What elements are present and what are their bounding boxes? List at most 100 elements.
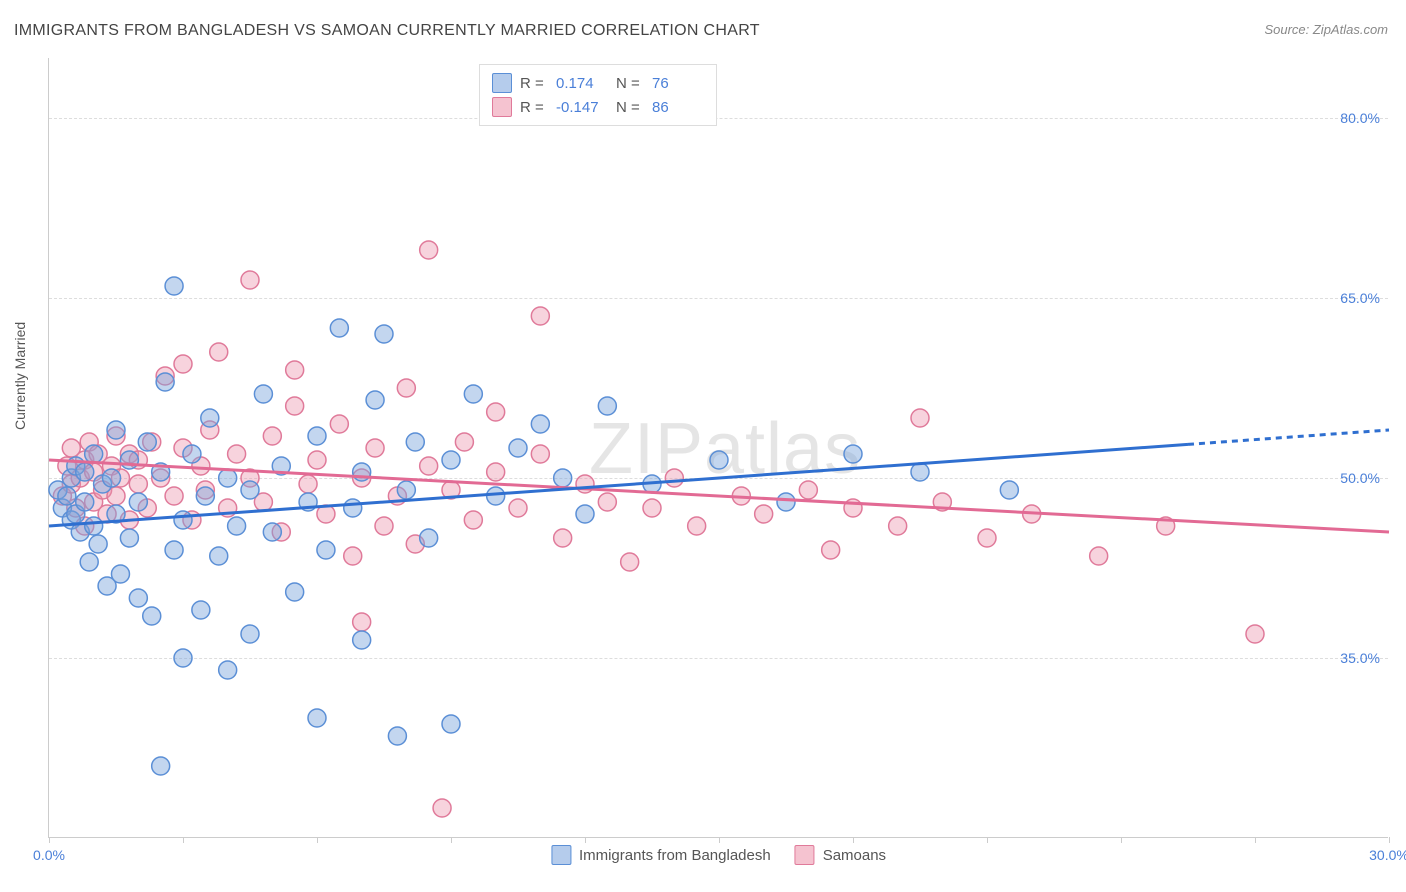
scatter-point-bangladesh bbox=[420, 529, 438, 547]
scatter-point-samoans bbox=[308, 451, 326, 469]
scatter-point-samoans bbox=[509, 499, 527, 517]
scatter-point-samoans bbox=[344, 547, 362, 565]
y-tick-label: 35.0% bbox=[1340, 650, 1380, 666]
scatter-point-samoans bbox=[755, 505, 773, 523]
scatter-point-bangladesh bbox=[844, 445, 862, 463]
scatter-point-samoans bbox=[455, 433, 473, 451]
scatter-point-samoans bbox=[263, 427, 281, 445]
scatter-point-bangladesh bbox=[286, 583, 304, 601]
scatter-point-bangladesh bbox=[174, 649, 192, 667]
scatter-point-samoans bbox=[330, 415, 348, 433]
x-tick bbox=[1121, 837, 1122, 843]
scatter-point-bangladesh bbox=[487, 487, 505, 505]
scatter-point-bangladesh bbox=[165, 277, 183, 295]
scatter-point-bangladesh bbox=[143, 607, 161, 625]
x-tick bbox=[451, 837, 452, 843]
scatter-point-samoans bbox=[531, 307, 549, 325]
scatter-point-bangladesh bbox=[129, 493, 147, 511]
legend-item-samoans: Samoans bbox=[795, 845, 886, 865]
scatter-point-bangladesh bbox=[89, 535, 107, 553]
scatter-point-bangladesh bbox=[344, 499, 362, 517]
swatch-samoans bbox=[795, 845, 815, 865]
scatter-point-samoans bbox=[487, 403, 505, 421]
scatter-point-samoans bbox=[165, 487, 183, 505]
scatter-point-bangladesh bbox=[241, 625, 259, 643]
scatter-point-samoans bbox=[598, 493, 616, 511]
trend-line-dash-bangladesh bbox=[1188, 430, 1389, 444]
scatter-point-samoans bbox=[241, 271, 259, 289]
scatter-point-bangladesh bbox=[554, 469, 572, 487]
scatter-point-bangladesh bbox=[85, 445, 103, 463]
scatter-point-bangladesh bbox=[911, 463, 929, 481]
scatter-point-bangladesh bbox=[263, 523, 281, 541]
scatter-point-bangladesh bbox=[375, 325, 393, 343]
scatter-point-bangladesh bbox=[58, 487, 76, 505]
scatter-point-bangladesh bbox=[353, 631, 371, 649]
scatter-point-samoans bbox=[799, 481, 817, 499]
legend-row-samoans: R = -0.147 N = 86 bbox=[492, 95, 704, 119]
scatter-point-bangladesh bbox=[308, 427, 326, 445]
n-value-samoans: 86 bbox=[652, 99, 704, 116]
scatter-point-bangladesh bbox=[76, 463, 94, 481]
scatter-point-samoans bbox=[889, 517, 907, 535]
x-tick bbox=[317, 837, 318, 843]
n-value-bangladesh: 76 bbox=[652, 75, 704, 92]
scatter-point-bangladesh bbox=[330, 319, 348, 337]
scatter-point-samoans bbox=[286, 397, 304, 415]
scatter-svg bbox=[49, 58, 1388, 837]
scatter-point-bangladesh bbox=[397, 481, 415, 499]
legend-label: Immigrants from Bangladesh bbox=[579, 847, 771, 864]
scatter-point-bangladesh bbox=[111, 565, 129, 583]
scatter-point-bangladesh bbox=[598, 397, 616, 415]
scatter-point-bangladesh bbox=[196, 487, 214, 505]
x-tick bbox=[183, 837, 184, 843]
y-tick-label: 80.0% bbox=[1340, 110, 1380, 126]
scatter-point-samoans bbox=[210, 343, 228, 361]
x-tick-label-left: 0.0% bbox=[33, 847, 65, 863]
n-label: N = bbox=[616, 75, 644, 92]
y-tick-label: 50.0% bbox=[1340, 470, 1380, 486]
scatter-point-bangladesh bbox=[406, 433, 424, 451]
scatter-point-samoans bbox=[643, 499, 661, 517]
scatter-point-samoans bbox=[688, 517, 706, 535]
scatter-point-bangladesh bbox=[308, 709, 326, 727]
r-label: R = bbox=[520, 99, 548, 116]
scatter-point-bangladesh bbox=[183, 445, 201, 463]
scatter-point-bangladesh bbox=[509, 439, 527, 457]
series-legend: Immigrants from Bangladesh Samoans bbox=[551, 845, 886, 865]
scatter-point-bangladesh bbox=[120, 451, 138, 469]
scatter-point-bangladesh bbox=[317, 541, 335, 559]
scatter-point-samoans bbox=[978, 529, 996, 547]
x-tick bbox=[1255, 837, 1256, 843]
scatter-point-bangladesh bbox=[531, 415, 549, 433]
scatter-point-samoans bbox=[397, 379, 415, 397]
x-tick-label-right: 30.0% bbox=[1369, 847, 1406, 863]
scatter-point-samoans bbox=[911, 409, 929, 427]
chart-title: IMMIGRANTS FROM BANGLADESH VS SAMOAN CUR… bbox=[14, 22, 760, 40]
scatter-point-bangladesh bbox=[80, 553, 98, 571]
scatter-point-samoans bbox=[420, 241, 438, 259]
scatter-point-bangladesh bbox=[192, 601, 210, 619]
scatter-point-bangladesh bbox=[219, 661, 237, 679]
n-label: N = bbox=[616, 99, 644, 116]
scatter-point-bangladesh bbox=[228, 517, 246, 535]
x-tick bbox=[987, 837, 988, 843]
plot-area: ZIPatlas R = 0.174 N = 76 R = -0.147 N =… bbox=[48, 58, 1388, 838]
scatter-point-bangladesh bbox=[107, 421, 125, 439]
scatter-point-samoans bbox=[129, 475, 147, 493]
x-tick bbox=[585, 837, 586, 843]
scatter-point-samoans bbox=[487, 463, 505, 481]
scatter-point-samoans bbox=[353, 613, 371, 631]
legend-row-bangladesh: R = 0.174 N = 76 bbox=[492, 71, 704, 95]
scatter-point-samoans bbox=[531, 445, 549, 463]
scatter-point-bangladesh bbox=[241, 481, 259, 499]
scatter-point-bangladesh bbox=[201, 409, 219, 427]
scatter-point-samoans bbox=[464, 511, 482, 529]
swatch-samoans bbox=[492, 97, 512, 117]
scatter-point-samoans bbox=[375, 517, 393, 535]
scatter-point-bangladesh bbox=[120, 529, 138, 547]
scatter-point-bangladesh bbox=[777, 493, 795, 511]
scatter-point-bangladesh bbox=[366, 391, 384, 409]
swatch-bangladesh bbox=[492, 73, 512, 93]
scatter-point-bangladesh bbox=[152, 757, 170, 775]
